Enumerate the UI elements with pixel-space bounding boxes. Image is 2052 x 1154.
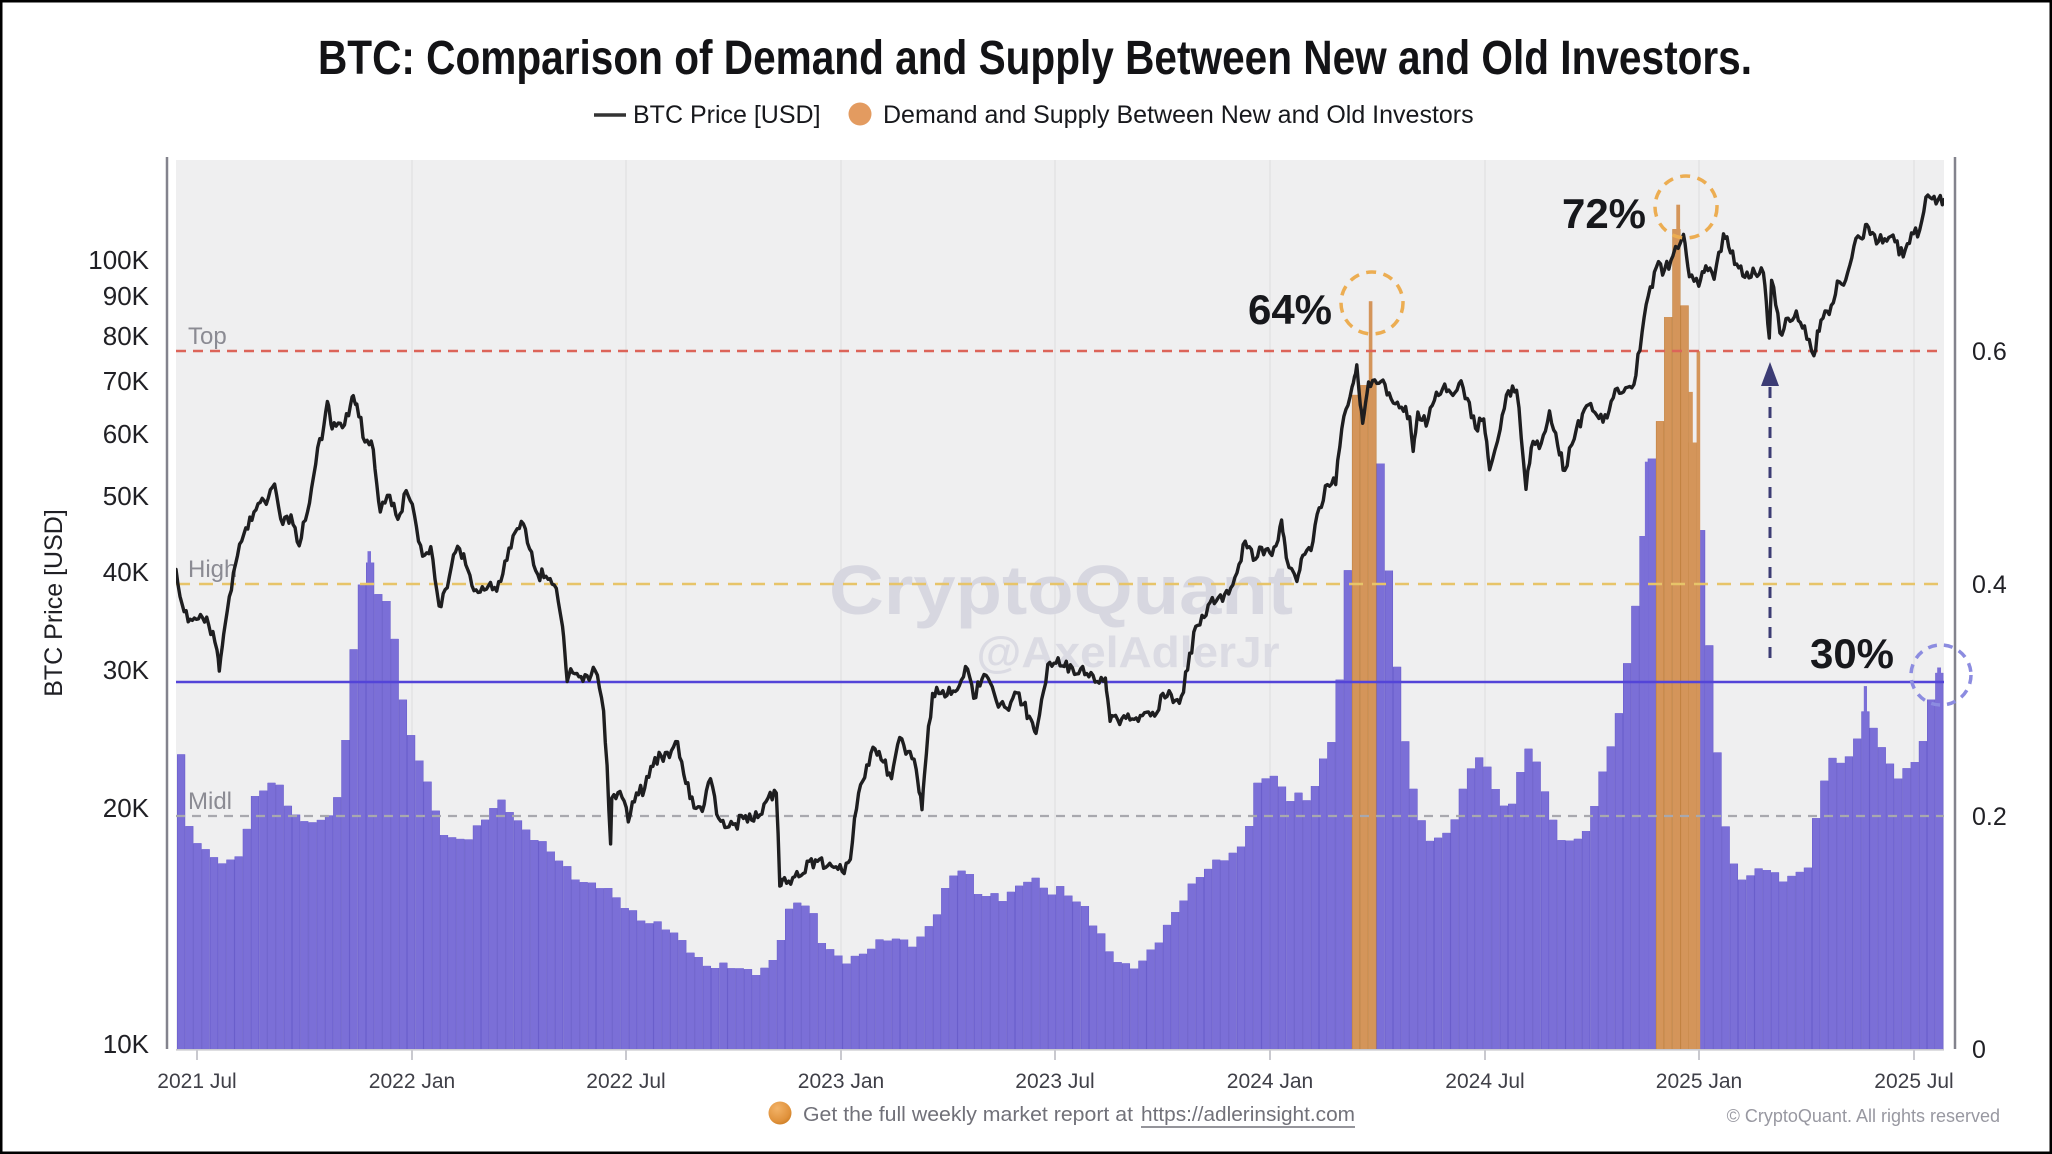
svg-text:2022 Jan: 2022 Jan	[369, 1070, 455, 1093]
svg-text:70K: 70K	[103, 366, 150, 396]
svg-text:2025 Jul: 2025 Jul	[1874, 1070, 1953, 1093]
svg-text:2024 Jan: 2024 Jan	[1227, 1070, 1313, 1093]
svg-text:BTC: Comparison of Demand and: BTC: Comparison of Demand and Supply Bet…	[318, 32, 1752, 85]
svg-text:40K: 40K	[103, 557, 150, 587]
svg-text:0: 0	[1972, 1036, 1986, 1064]
svg-text:@AxelAdlerJr: @AxelAdlerJr	[977, 628, 1280, 677]
svg-text:Demand and Supply Between New: Demand and Supply Between New and Old In…	[883, 101, 1474, 129]
svg-text:2025 Jan: 2025 Jan	[1656, 1070, 1742, 1093]
svg-text:Get the full weekly market rep: Get the full weekly market report at	[803, 1103, 1133, 1126]
svg-text:2023 Jul: 2023 Jul	[1015, 1070, 1094, 1093]
svg-text:2024 Jul: 2024 Jul	[1445, 1070, 1524, 1093]
svg-text:https://adlerinsight.com: https://adlerinsight.com	[1141, 1103, 1355, 1126]
svg-text:50K: 50K	[103, 481, 150, 511]
svg-text:100K: 100K	[88, 245, 149, 275]
svg-text:60K: 60K	[103, 419, 150, 449]
svg-text:30%: 30%	[1810, 630, 1894, 677]
svg-text:10K: 10K	[103, 1029, 150, 1059]
svg-text:0.2: 0.2	[1972, 803, 2007, 831]
svg-text:High: High	[188, 556, 237, 583]
svg-text:2021 Jul: 2021 Jul	[157, 1070, 236, 1093]
svg-text:Top: Top	[188, 323, 227, 350]
svg-text:2022 Jul: 2022 Jul	[586, 1070, 665, 1093]
svg-text:90K: 90K	[103, 281, 150, 311]
svg-text:Midl: Midl	[188, 788, 232, 815]
svg-text:© CryptoQuant. All rights rese: © CryptoQuant. All rights reserved	[1727, 1106, 2000, 1126]
svg-text:64%: 64%	[1248, 286, 1332, 333]
svg-text:BTC Price [USD]: BTC Price [USD]	[633, 101, 821, 129]
svg-text:30K: 30K	[103, 655, 150, 685]
svg-text:20K: 20K	[103, 793, 150, 823]
svg-text:BTC Price [USD]: BTC Price [USD]	[40, 509, 68, 697]
svg-text:0.6: 0.6	[1972, 338, 2007, 366]
svg-text:72%: 72%	[1562, 190, 1646, 237]
svg-text:2023 Jan: 2023 Jan	[798, 1070, 884, 1093]
svg-text:0.4: 0.4	[1972, 571, 2007, 599]
svg-text:80K: 80K	[103, 321, 150, 351]
svg-text:CryptoQuant: CryptoQuant	[829, 551, 1293, 629]
